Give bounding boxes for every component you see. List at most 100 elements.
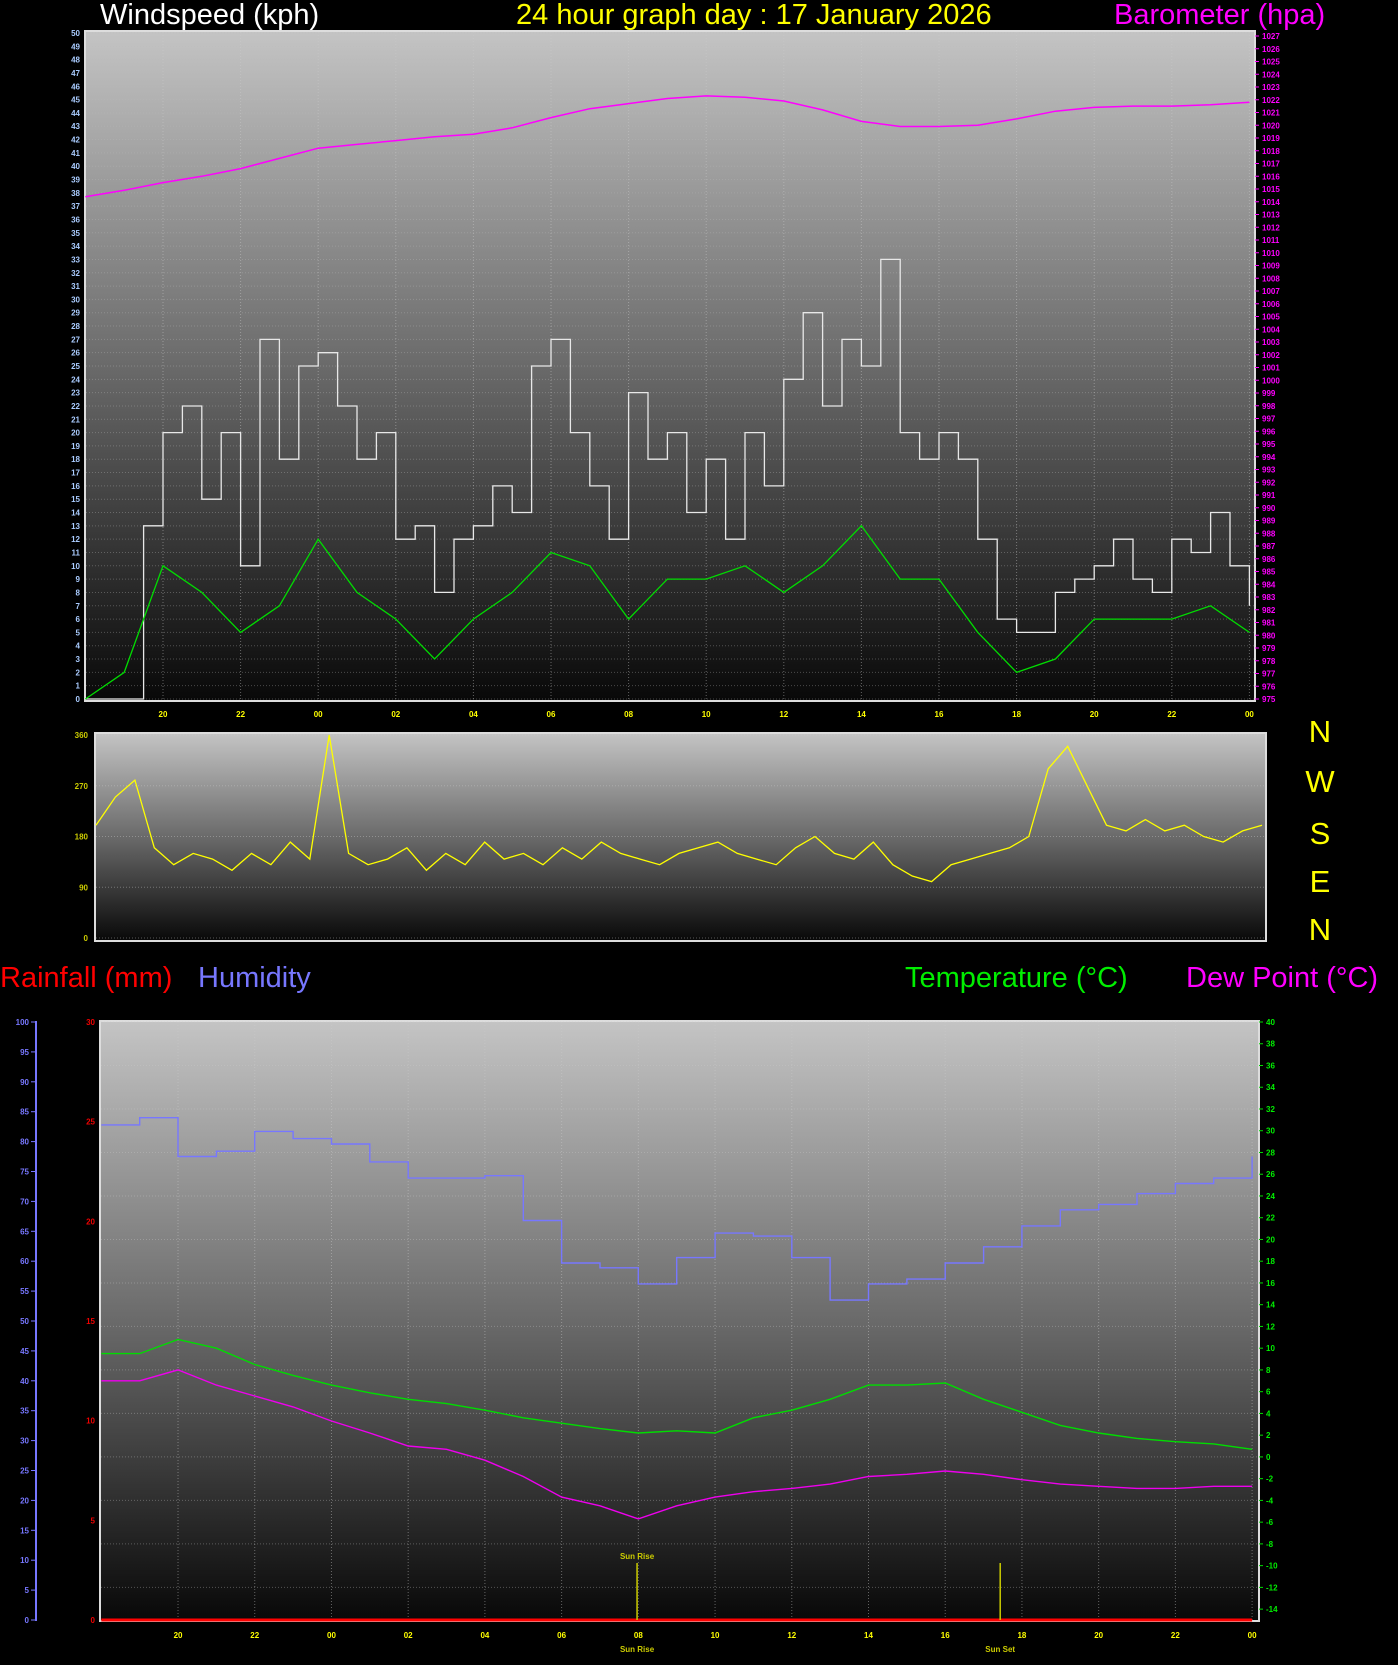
average-windspeed-line — [85, 524, 1250, 700]
windspeed-tick-label: 18 — [71, 455, 80, 464]
humidity-title: Humidity — [198, 962, 311, 994]
windspeed-tick-label: 31 — [71, 282, 80, 291]
windspeed-tick-label: 27 — [71, 335, 80, 344]
barometer-tick-label: 1009 — [1262, 262, 1280, 271]
windspeed-tick-label: 36 — [71, 215, 80, 224]
temperature-tick-label: 10 — [1266, 1344, 1275, 1353]
barometer-tick-label: 975 — [1262, 695, 1276, 704]
humidity-tick-label: 15 — [20, 1526, 29, 1535]
humidity-tick-label: 35 — [20, 1407, 29, 1416]
temperature-tick-label: 40 — [1266, 1018, 1275, 1027]
rainfall-tick-label: 0 — [91, 1616, 96, 1625]
temperature-tick-label: 12 — [1266, 1322, 1275, 1331]
windspeed-tick-label: 50 — [71, 29, 80, 38]
temperature-title: Temperature (°C) — [905, 962, 1128, 994]
barometer-tick-label: 986 — [1262, 555, 1276, 564]
windspeed-tick-label: 0 — [76, 695, 81, 704]
windspeed-tick-label: 4 — [76, 642, 81, 651]
barometer-tick-label: 980 — [1262, 631, 1276, 640]
windspeed-tick-label: 9 — [76, 575, 81, 584]
rainfall-tick-label: 25 — [86, 1118, 95, 1127]
barometer-tick-label: 1015 — [1262, 185, 1280, 194]
humidity-tick-label: 10 — [20, 1556, 29, 1565]
windspeed-tick-label: 26 — [71, 349, 80, 358]
temperature-plot-area — [99, 1020, 1260, 1622]
windspeed-tick-label: 5 — [76, 628, 81, 637]
temperature-time-label: 10 — [711, 1631, 720, 1640]
barometer-tick-label: 1022 — [1262, 96, 1280, 105]
barometer-title: Barometer (hpa) — [1114, 0, 1326, 31]
windspeed-time-label: 12 — [779, 710, 788, 719]
barometer-tick-label: 984 — [1262, 580, 1276, 589]
barometer-tick-label: 1020 — [1262, 121, 1280, 130]
wind-direction-tick-label: 270 — [75, 782, 89, 791]
windspeed-time-label: 14 — [857, 710, 866, 719]
temperature-tick-label: 30 — [1266, 1127, 1275, 1136]
main-title: 24 hour graph day : 17 January 2026 — [516, 0, 992, 31]
temperature-tick-label: 26 — [1266, 1170, 1275, 1179]
barometer-tick-label: 999 — [1262, 389, 1276, 398]
barometer-tick-label: 993 — [1262, 466, 1276, 475]
rainfall-tick-label: 30 — [86, 1018, 95, 1027]
temperature-tick-label: -4 — [1266, 1496, 1274, 1505]
temperature-tick-label: -12 — [1266, 1583, 1278, 1592]
windspeed-tick-label: 3 — [76, 655, 81, 664]
barometer-tick-label: 1001 — [1262, 364, 1280, 373]
barometer-tick-label: 992 — [1262, 478, 1276, 487]
windspeed-time-label: 20 — [159, 710, 168, 719]
humidity-tick-label: 20 — [20, 1496, 29, 1505]
windspeed-tick-label: 48 — [71, 56, 80, 65]
windspeed-tick-label: 21 — [71, 415, 80, 424]
wind-direction-tick-label: 360 — [75, 731, 89, 740]
barometer-tick-label: 1006 — [1262, 300, 1280, 309]
sunrise-label: Sun Rise — [620, 1552, 655, 1561]
rainfall-tick-label: 20 — [86, 1217, 95, 1226]
barometer-tick-label: 1024 — [1262, 70, 1280, 79]
compass-label-w: W — [1305, 764, 1335, 799]
windspeed-tick-label: 33 — [71, 255, 80, 264]
temperature-tick-label: 8 — [1266, 1366, 1271, 1375]
barometer-tick-label: 1016 — [1262, 172, 1280, 181]
windspeed-tick-label: 19 — [71, 442, 80, 451]
windspeed-tick-label: 47 — [71, 69, 80, 78]
barometer-tick-label: 1018 — [1262, 147, 1280, 156]
compass-label-n-bottom: N — [1308, 912, 1332, 947]
temperature-tick-label: 28 — [1266, 1148, 1275, 1157]
windspeed-tick-label: 39 — [71, 176, 80, 185]
windspeed-tick-label: 30 — [71, 295, 80, 304]
temperature-time-label: 04 — [480, 1631, 489, 1640]
windspeed-tick-label: 28 — [71, 322, 80, 331]
temperature-time-label: 20 — [174, 1631, 183, 1640]
humidity-tick-label: 65 — [20, 1227, 29, 1236]
temperature-tick-label: -6 — [1266, 1518, 1274, 1527]
windspeed-tick-label: 2 — [76, 668, 81, 677]
temperature-tick-label: 36 — [1266, 1061, 1275, 1070]
windspeed-tick-label: 7 — [76, 602, 81, 611]
rainfall-title: Rainfall (mm) — [0, 962, 173, 994]
barometer-tick-label: 998 — [1262, 402, 1276, 411]
barometer-tick-label: 1005 — [1262, 313, 1280, 322]
barometer-tick-label: 983 — [1262, 593, 1276, 602]
barometer-tick-label: 995 — [1262, 440, 1276, 449]
barometer-line — [85, 95, 1250, 198]
barometer-tick-label: 990 — [1262, 504, 1276, 513]
temperature-tick-label: -8 — [1266, 1540, 1274, 1549]
dewpoint-title: Dew Point (°C) — [1186, 962, 1379, 994]
temperature-time-label: 18 — [1017, 1631, 1026, 1640]
windspeed-time-label: 16 — [935, 710, 944, 719]
temperature-tick-label: -2 — [1266, 1475, 1274, 1484]
barometer-tick-label: 994 — [1262, 453, 1276, 462]
barometer-tick-label: 1027 — [1262, 32, 1280, 41]
wind-direction-line — [95, 734, 1263, 883]
windspeed-tick-label: 10 — [71, 562, 80, 571]
temperature-time-label: 06 — [557, 1631, 566, 1640]
barometer-tick-label: 1014 — [1262, 198, 1280, 207]
temperature-tick-label: 0 — [1266, 1453, 1271, 1462]
windspeed-tick-label: 8 — [76, 588, 81, 597]
windspeed-tick-label: 15 — [71, 495, 80, 504]
windspeed-tick-label: 32 — [71, 269, 80, 278]
barometer-tick-label: 1004 — [1262, 325, 1280, 334]
humidity-tick-label: 50 — [20, 1317, 29, 1326]
humidity-tick-label: 80 — [20, 1138, 29, 1147]
